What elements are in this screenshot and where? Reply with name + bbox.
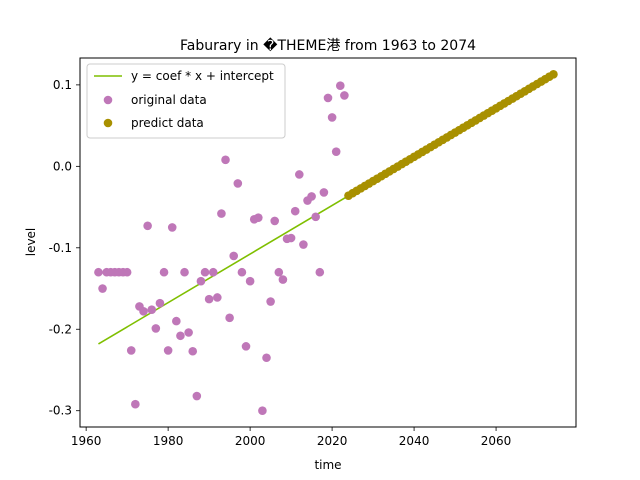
predict-data-point <box>549 69 558 79</box>
legend-frame <box>86 63 286 139</box>
y-tick-label: 0.0 <box>53 159 72 173</box>
original-data-point <box>143 221 152 231</box>
y-tick-label: -0.3 <box>49 404 72 418</box>
original-data-point <box>147 305 157 315</box>
original-data-point <box>323 93 333 103</box>
original-data-point <box>196 276 206 286</box>
original-data-point <box>94 267 103 277</box>
original-data-point <box>295 170 304 179</box>
legend: y = coef * x + intercept original data p… <box>86 63 286 139</box>
original-data-point <box>331 147 341 156</box>
original-data-point <box>315 267 325 277</box>
x-tick-label: 2020 <box>317 434 348 448</box>
original-data-point <box>299 240 308 249</box>
y-tick-label: 0.1 <box>53 78 72 92</box>
original-data-point <box>192 391 202 401</box>
original-data-point <box>286 233 296 243</box>
original-data-point <box>274 267 284 277</box>
original-data-point <box>278 275 288 284</box>
original-data-point <box>311 212 321 222</box>
original-data-point <box>122 267 132 277</box>
original-data-point <box>208 267 218 277</box>
original-data-point <box>290 206 300 216</box>
original-data-point <box>307 192 316 201</box>
x-axis-ticks: 1960 1980 2000 2020 2040 2060 <box>71 427 511 448</box>
original-data-point <box>155 298 165 308</box>
original-data-point <box>159 267 169 277</box>
x-axis-label: time <box>314 458 341 472</box>
original-data-point <box>340 91 349 100</box>
original-data-point <box>163 346 173 355</box>
plot-area <box>94 69 558 416</box>
original-data-point <box>258 406 267 416</box>
x-tick-label: 2060 <box>481 434 512 448</box>
legend-marker-predict <box>103 118 113 128</box>
axes-frame <box>79 57 577 428</box>
chart-title: Faburary in �THEME港 from 1963 to 2074 <box>180 37 476 54</box>
original-data-point <box>266 297 275 306</box>
original-data-point <box>270 216 280 226</box>
y-axis-label: level <box>24 228 38 257</box>
original-data-point <box>327 113 337 122</box>
original-data-point <box>254 213 263 222</box>
legend-label-predict: predict data <box>131 116 204 130</box>
original-data-point <box>172 316 181 326</box>
legend-label-original: original data <box>131 93 207 107</box>
original-data-point <box>184 328 193 337</box>
legend-marker-original <box>103 95 113 105</box>
original-data-point <box>180 267 189 277</box>
original-data-point <box>139 307 148 316</box>
original-data-point <box>217 209 226 218</box>
original-data-point <box>225 313 234 323</box>
original-data-point <box>233 179 243 188</box>
x-tick-label: 2040 <box>399 434 430 448</box>
original-data-point <box>213 293 222 302</box>
original-data-point <box>319 188 329 197</box>
original-data-point <box>126 346 136 355</box>
original-data-point <box>151 324 161 333</box>
original-data-point <box>262 353 271 363</box>
x-tick-label: 2000 <box>235 434 266 448</box>
legend-label-fit-line: y = coef * x + intercept <box>131 69 274 83</box>
x-tick-label: 1980 <box>153 434 184 448</box>
original-data-point <box>204 294 214 304</box>
original-data-point <box>229 251 239 261</box>
y-axis-ticks: -0.3 -0.2 -0.1 0.0 0.1 <box>49 78 80 418</box>
original-data-point <box>176 331 185 341</box>
x-tick-label: 1960 <box>71 434 102 448</box>
y-tick-label: -0.1 <box>49 241 72 255</box>
original-data-point <box>245 276 255 286</box>
original-data-point <box>221 155 230 165</box>
original-data-point <box>188 346 198 356</box>
original-data-point <box>241 342 251 351</box>
y-tick-label: -0.2 <box>49 322 72 336</box>
original-data-point <box>237 267 247 277</box>
original-data-point <box>335 81 345 90</box>
original-data-point <box>131 399 140 409</box>
original-data-point <box>167 223 177 232</box>
original-data-point <box>200 267 210 277</box>
original-data-point <box>98 284 107 293</box>
